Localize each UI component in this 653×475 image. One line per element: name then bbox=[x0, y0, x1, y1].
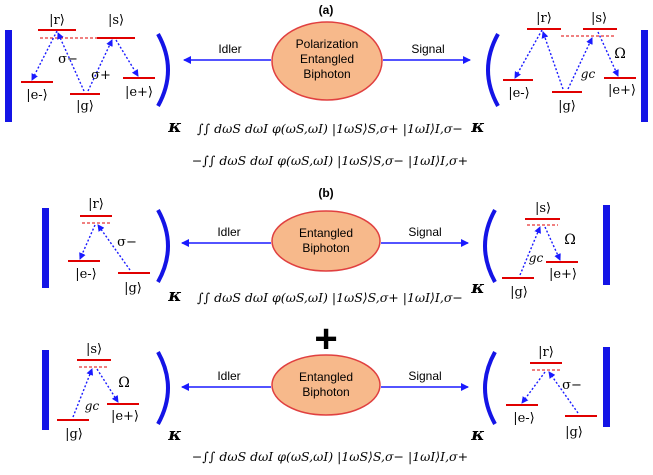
sigma-minus-label: σ− bbox=[117, 235, 137, 250]
level-s: |s⟩ bbox=[86, 342, 102, 357]
level-g: |g⟩ bbox=[558, 99, 576, 114]
signal-label: Signal bbox=[408, 225, 441, 239]
formula-line1: ∫∫ dωS dωI φ(ωS,ωI) |1ωS⟩S,σ+ |1ωI⟩I,σ− bbox=[197, 121, 463, 136]
kappa-right: κ bbox=[470, 277, 485, 298]
mirror-b1-right bbox=[603, 205, 610, 285]
level-e-minus: |e-⟩ bbox=[513, 411, 535, 426]
mirror-b2-left bbox=[42, 350, 49, 430]
omega-label: Ω bbox=[118, 375, 130, 391]
level-e-minus: |e-⟩ bbox=[26, 88, 48, 103]
atom-a-right: |r⟩ |s⟩ |e-⟩ |g⟩ |e+⟩ Ω gc bbox=[503, 11, 636, 114]
sigma-plus-label: σ+ bbox=[91, 68, 111, 83]
biphoton-source bbox=[271, 21, 383, 101]
idler-label: Idler bbox=[218, 42, 241, 56]
bracket-a-right bbox=[486, 33, 500, 107]
idler-label: Idler bbox=[217, 225, 240, 239]
atom-b2-right: |r⟩ |e-⟩ |g⟩ σ− bbox=[506, 345, 597, 440]
mirror-b2-right bbox=[603, 347, 610, 427]
signal-label: Signal bbox=[408, 369, 441, 383]
level-e-minus: |e-⟩ bbox=[75, 267, 97, 282]
level-r: |r⟩ bbox=[88, 197, 104, 212]
sigma-minus-label: σ− bbox=[58, 52, 78, 67]
level-r: |r⟩ bbox=[536, 11, 552, 26]
bracket-b1-left bbox=[156, 209, 170, 283]
formula-b2: −∫∫ dωS dωI φ(ωS,ωI) |1ωS⟩S,σ− |1ωI⟩I,σ+ bbox=[192, 449, 468, 464]
level-e-plus: |e+⟩ bbox=[125, 85, 153, 100]
bracket-b2-right bbox=[483, 351, 497, 425]
kappa-left: κ bbox=[167, 116, 182, 137]
mirror-a-right bbox=[641, 30, 648, 122]
kappa-left: κ bbox=[167, 285, 182, 306]
level-g: |g⟩ bbox=[565, 425, 583, 440]
mirror-a-left bbox=[5, 30, 12, 122]
source-label-line1: Polarization bbox=[296, 37, 359, 51]
source-label-line3: Biphoton bbox=[303, 67, 350, 81]
gc-label: gc bbox=[529, 251, 544, 265]
kappa-left: κ bbox=[167, 424, 182, 445]
level-r: |r⟩ bbox=[538, 345, 554, 360]
panel-a-label: (a) bbox=[319, 3, 334, 17]
kappa-right: κ bbox=[470, 424, 485, 445]
level-e-minus: |e-⟩ bbox=[508, 86, 530, 101]
omega-label: Ω bbox=[564, 232, 576, 248]
level-g: |g⟩ bbox=[124, 281, 142, 296]
level-s: |s⟩ bbox=[535, 201, 551, 216]
level-e-plus: |e+⟩ bbox=[549, 267, 577, 282]
idler-label: Idler bbox=[217, 369, 240, 383]
source-label-line1: Entangled bbox=[299, 370, 353, 384]
level-e-plus: |e+⟩ bbox=[111, 409, 139, 424]
level-e-plus: |e+⟩ bbox=[608, 83, 636, 98]
mirror-b1-left bbox=[42, 208, 49, 288]
bracket-a-left bbox=[156, 33, 170, 107]
source-label-line2: Biphoton bbox=[302, 385, 349, 399]
formula-line2: −∫∫ dωS dωI φ(ωS,ωI) |1ωS⟩S,σ− |1ωI⟩I,σ+ bbox=[192, 153, 468, 168]
level-g: |g⟩ bbox=[65, 427, 83, 442]
level-s: |s⟩ bbox=[591, 11, 607, 26]
plus-sign: + bbox=[314, 317, 337, 361]
omega-label: Ω bbox=[614, 46, 626, 62]
sigma-minus-label: σ− bbox=[562, 378, 582, 393]
level-g: |g⟩ bbox=[76, 99, 94, 114]
level-s: |s⟩ bbox=[108, 13, 124, 28]
atom-b1-right: |s⟩ |g⟩ |e+⟩ Ω gc bbox=[502, 201, 578, 300]
kappa-right: κ bbox=[470, 116, 485, 137]
panel-b-label: (b) bbox=[318, 186, 333, 200]
gc-label: gc bbox=[85, 399, 100, 413]
biphoton-source bbox=[271, 354, 381, 416]
bracket-b1-right bbox=[483, 209, 497, 283]
formula-b1: ∫∫ dωS dωI φ(ωS,ωI) |1ωS⟩S,σ+ |1ωI⟩I,σ− bbox=[197, 290, 463, 305]
bracket-b2-left bbox=[156, 351, 170, 425]
level-g: |g⟩ bbox=[510, 285, 528, 300]
source-label-line1: Entangled bbox=[299, 226, 353, 240]
gc-label: gc bbox=[581, 67, 596, 81]
signal-label: Signal bbox=[411, 42, 444, 56]
level-r: |r⟩ bbox=[49, 13, 65, 28]
atom-a-left: |r⟩ |s⟩ |e-⟩ |g⟩ |e+⟩ σ− σ+ bbox=[21, 13, 155, 114]
atom-b2-left: |s⟩ |g⟩ |e+⟩ Ω gc bbox=[57, 342, 139, 442]
atom-b1-left: |r⟩ |e-⟩ |g⟩ σ− bbox=[68, 197, 150, 296]
source-label-line2: Biphoton bbox=[302, 241, 349, 255]
source-label-line2: Entangled bbox=[300, 52, 354, 66]
biphoton-source bbox=[271, 210, 381, 272]
